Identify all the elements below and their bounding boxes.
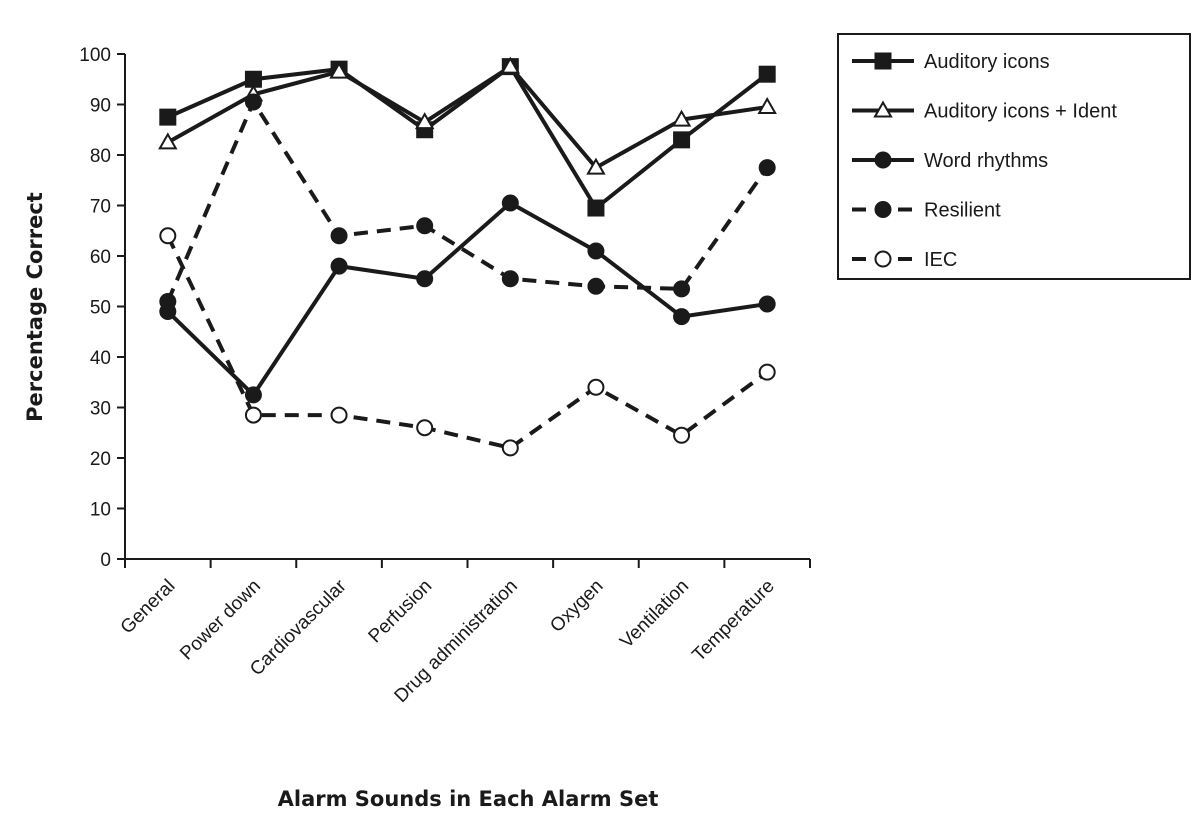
y-tick-label-0: 0 — [100, 550, 111, 571]
x-tick-label-temperature: Temperature — [688, 576, 778, 666]
legend-marker-word-rhythms — [874, 151, 892, 169]
point-resilient-7 — [758, 159, 776, 177]
legend-label-auditory-icons-ident: Auditory icons + Ident — [924, 101, 1117, 123]
point-iec-4 — [501, 439, 519, 457]
point-resilient-6 — [673, 280, 691, 298]
legend-box — [837, 33, 1191, 280]
point-resilient-1 — [244, 93, 262, 111]
point-iec-0 — [159, 227, 177, 245]
legend-marker-iec — [874, 250, 892, 268]
legend-marker-resilient — [874, 201, 892, 218]
y-tick-label-70: 70 — [90, 197, 111, 218]
series-line-auditory-icons-ident — [166, 64, 768, 170]
point-iec-1 — [244, 406, 262, 424]
point-auditory-icons-5 — [587, 199, 605, 217]
x-tick-label-ventilation: Ventilation — [616, 576, 693, 653]
point-iec-6 — [673, 426, 691, 444]
legend-label-auditory-icons: Auditory icons — [924, 51, 1050, 73]
point-iec-3 — [416, 419, 434, 437]
point-word-rhythms-7 — [758, 295, 776, 313]
point-resilient-2 — [330, 227, 348, 245]
point-iec-5 — [587, 378, 605, 396]
point-word-rhythms-3 — [416, 270, 434, 288]
point-auditory-icons-ident-6 — [671, 109, 692, 127]
point-auditory-icons-ident-4 — [500, 56, 521, 74]
y-tick-label-100: 100 — [79, 45, 111, 66]
point-resilient-4 — [501, 270, 519, 288]
y-tick-label-20: 20 — [90, 449, 111, 470]
y-tick-label-40: 40 — [90, 348, 111, 369]
point-resilient-5 — [587, 277, 605, 295]
point-word-rhythms-4 — [501, 194, 519, 212]
point-resilient-3 — [416, 217, 434, 235]
y-tick-label-80: 80 — [90, 146, 111, 167]
point-word-rhythms-6 — [673, 308, 691, 326]
series-line-resilient — [165, 99, 769, 303]
series-line-word-rhythms — [166, 200, 768, 397]
point-resilient-0 — [159, 292, 177, 310]
point-auditory-icons-ident-0 — [158, 132, 178, 150]
y-tick-label-60: 60 — [90, 247, 111, 268]
legend: Auditory icons Auditory icons + Ident Word… — [837, 33, 1191, 280]
legend-label-word-rhythms: Word rhythms — [924, 150, 1048, 172]
legend-marker-auditory-icons — [874, 52, 892, 70]
point-auditory-icons-ident-2 — [329, 61, 349, 79]
point-auditory-icons-7 — [758, 65, 776, 83]
point-word-rhythms-5 — [587, 242, 605, 260]
point-word-rhythms-1 — [244, 386, 262, 404]
point-iec-2 — [330, 406, 348, 424]
x-tick-label-power-down: Power down — [176, 576, 265, 665]
point-auditory-icons-6 — [673, 131, 691, 149]
point-auditory-icons-ident-3 — [414, 112, 435, 130]
x-tick-label-general: General — [117, 576, 180, 639]
x-tick-label-oxygen: Oxygen — [546, 576, 607, 637]
y-tick-label-90: 90 — [90, 96, 111, 117]
point-auditory-icons-ident-5 — [586, 157, 606, 175]
point-auditory-icons-0 — [159, 108, 177, 126]
legend-marker-auditory-icons-ident — [873, 100, 893, 118]
series-line-auditory-icons — [167, 64, 769, 211]
x-axis-title: Alarm Sounds in Each Alarm Set — [278, 787, 659, 811]
point-auditory-icons-ident-7 — [757, 97, 777, 115]
y-tick-label-30: 30 — [90, 399, 111, 420]
point-word-rhythms-2 — [330, 257, 348, 275]
legend-label-iec: IEC — [924, 249, 957, 271]
series-line-iec — [166, 234, 769, 450]
point-iec-7 — [758, 363, 776, 381]
legend-label-resilient: Resilient — [924, 200, 1001, 222]
y-tick-label-10: 10 — [90, 500, 111, 521]
x-tick-label-perfusion: Perfusion — [365, 576, 437, 648]
y-axis-title: Percentage Correct — [23, 192, 47, 422]
y-tick-label-50: 50 — [90, 298, 111, 319]
